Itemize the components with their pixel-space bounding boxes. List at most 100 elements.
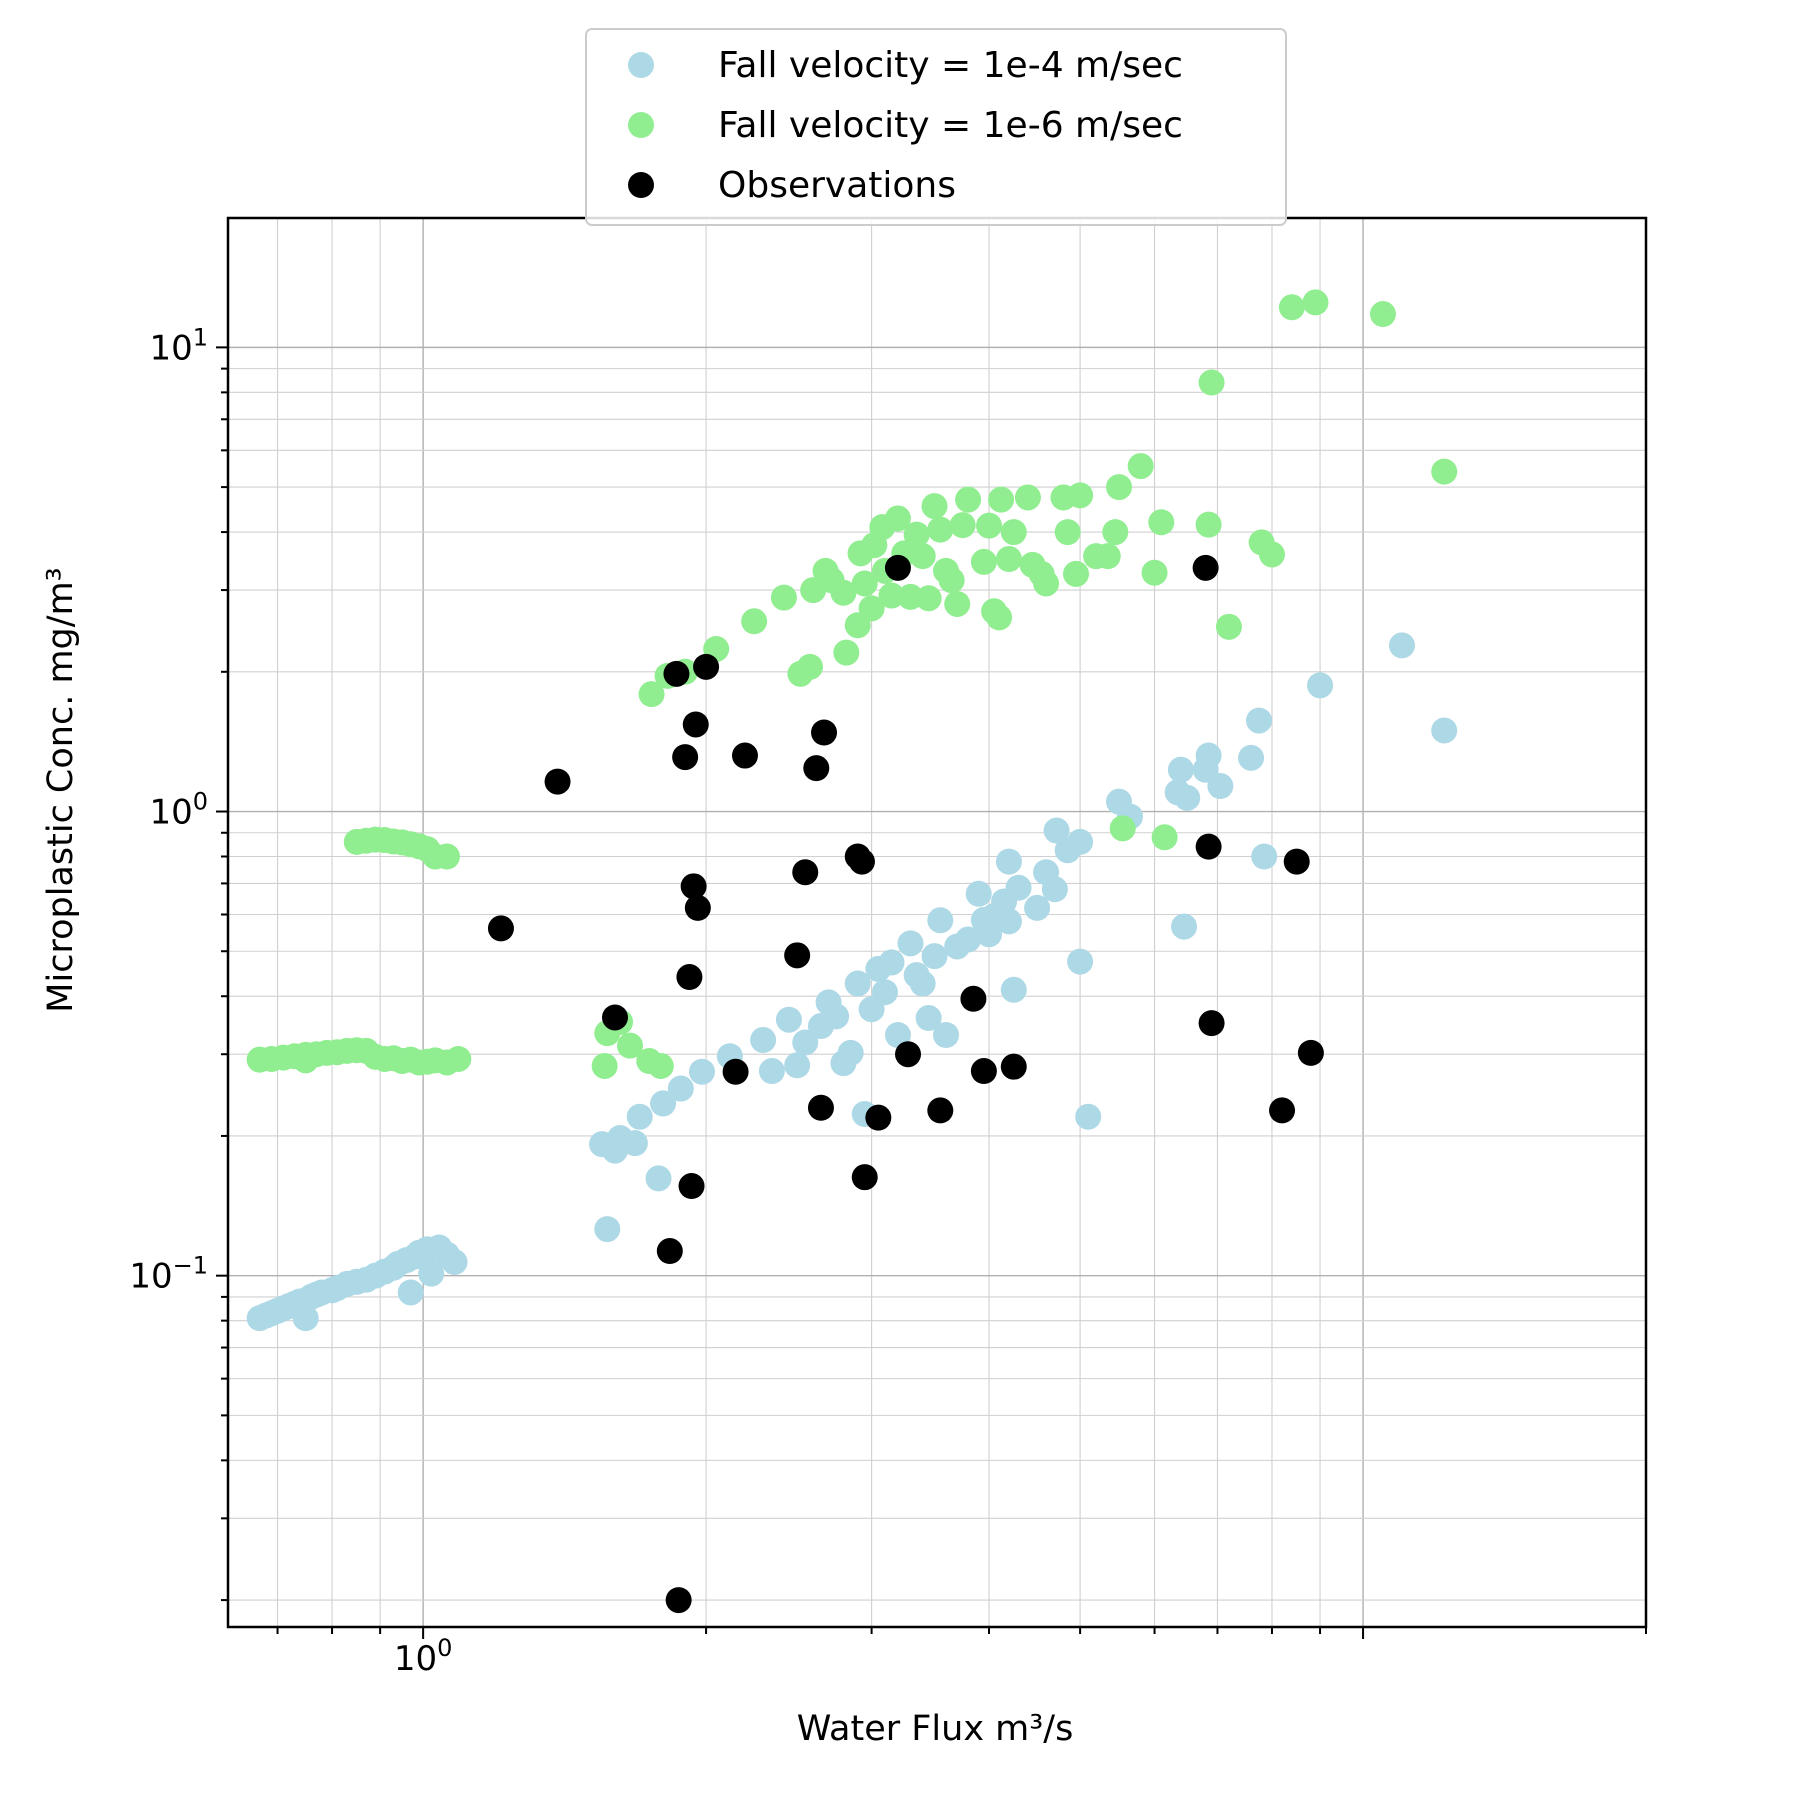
series-1-point <box>626 1103 653 1130</box>
series-2-point <box>1198 369 1225 396</box>
series-2-point <box>1102 519 1129 546</box>
series-2-point <box>1148 509 1175 536</box>
x-tick-label: 100 <box>394 1634 453 1679</box>
y-tick-label: 10−1 <box>129 1252 208 1297</box>
series-2-point <box>986 604 1013 631</box>
series-1-point <box>784 1052 811 1079</box>
series-1-point <box>758 1058 785 1085</box>
series-3-point <box>970 1058 997 1085</box>
series-1-point <box>1075 1103 1102 1130</box>
series-2-point <box>617 1032 644 1059</box>
series-1-point <box>915 1005 942 1032</box>
series-1-point <box>995 848 1022 875</box>
series-3-point <box>1269 1097 1296 1124</box>
series-3-point <box>803 755 830 782</box>
series-3-point <box>884 554 911 581</box>
series-2-point <box>647 1052 674 1079</box>
series-1-point <box>1246 707 1273 734</box>
series-1-point <box>1067 948 1094 975</box>
series-2-point <box>1127 453 1154 480</box>
series-1-point <box>1238 744 1265 771</box>
axis-ticks <box>216 346 1647 1639</box>
series-1-point <box>792 1029 819 1056</box>
series-1-point <box>688 1058 715 1085</box>
series-2-point <box>949 512 976 539</box>
series-3-point <box>672 744 699 771</box>
series-2-point <box>927 516 954 543</box>
data-points <box>246 289 1458 1614</box>
series-2-point <box>1014 484 1041 511</box>
series-1-point <box>823 1003 850 1030</box>
tick-labels: 100 10−1 100 101 <box>129 323 452 1679</box>
series-2-point <box>830 579 857 606</box>
series-3-point <box>811 719 838 746</box>
series-2-point <box>445 1045 472 1072</box>
series-3-point <box>676 964 703 991</box>
series-1-point <box>909 970 936 997</box>
series-2-point <box>1141 559 1168 586</box>
series-2-point <box>938 567 965 594</box>
legend-label-2: Fall velocity = 1e-6 m/sec <box>718 105 1183 146</box>
x-axis-label: Water Flux m³/s <box>797 1709 1074 1749</box>
series-1-point <box>921 943 948 970</box>
series-1-point <box>775 1006 802 1033</box>
series-2-point <box>988 486 1015 513</box>
series-1-point <box>1174 784 1201 811</box>
series-1-point <box>884 1021 911 1048</box>
y-tick-label: 101 <box>149 323 208 368</box>
series-1-point <box>871 979 898 1006</box>
series-1-point <box>650 1090 677 1117</box>
series-3-point <box>722 1058 749 1085</box>
series-3-point <box>665 1587 692 1614</box>
series-1-point <box>1431 717 1458 744</box>
series-1-point <box>1167 756 1194 783</box>
series-3-point <box>865 1104 892 1131</box>
series-1-point <box>594 1216 621 1243</box>
series-1-point <box>418 1260 445 1287</box>
series-2-point <box>995 545 1022 572</box>
series-1-point <box>933 1021 960 1048</box>
legend-box <box>585 28 1287 226</box>
series-3-point <box>731 742 758 769</box>
series-1-point <box>1041 876 1068 903</box>
legend-label-1: Fall velocity = 1e-4 m/sec <box>718 45 1183 86</box>
series-1-point <box>1067 828 1094 855</box>
legend-label-3: Observations <box>718 165 956 206</box>
series-2-point <box>1369 301 1396 328</box>
series-2-point <box>1195 511 1222 538</box>
series-2-point <box>638 681 665 708</box>
series-3-point <box>895 1041 922 1068</box>
series-1-point <box>844 970 871 997</box>
series-3-point <box>1195 833 1222 860</box>
series-1-point <box>1307 672 1334 699</box>
series-3-point <box>960 985 987 1012</box>
series-2-point <box>1094 543 1121 570</box>
series-2-point <box>878 582 905 609</box>
series-1-point <box>1195 742 1222 769</box>
series-1-point <box>292 1305 319 1332</box>
series-2-point <box>970 548 997 575</box>
series-1-point <box>1005 874 1032 901</box>
series-2-point <box>433 843 460 870</box>
series-1-point <box>1000 976 1027 1003</box>
series-1-point <box>955 926 982 953</box>
series-2-point <box>909 543 936 570</box>
series-2-point <box>944 590 971 617</box>
series-3-point <box>848 848 875 875</box>
series-1-point <box>645 1165 672 1192</box>
series-3-point <box>601 1004 628 1031</box>
series-3-point <box>1297 1039 1324 1066</box>
series-3-point <box>1000 1053 1027 1080</box>
series-1-point <box>1207 772 1234 799</box>
y-axis-label: Microplastic Conc. mg/m³ <box>41 567 81 1012</box>
series-2-point <box>770 584 797 611</box>
series-3-point <box>927 1097 954 1124</box>
series-2-point <box>903 521 930 548</box>
legend-marker-2 <box>628 112 654 138</box>
series-2-point <box>976 512 1003 539</box>
series-2-point <box>1431 458 1458 485</box>
series-1-point <box>965 880 992 907</box>
series-1-point <box>621 1130 648 1157</box>
series-3-point <box>784 942 811 969</box>
